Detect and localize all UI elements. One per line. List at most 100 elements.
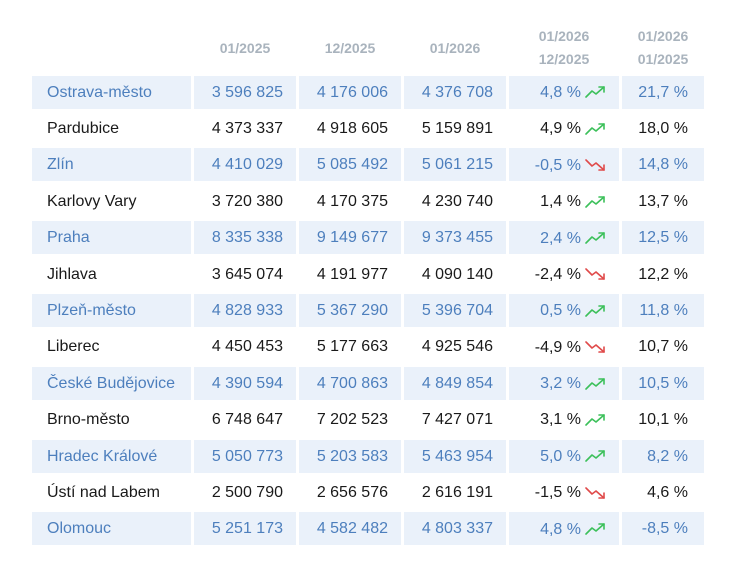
cell-12-2025: 9 149 677 <box>299 221 401 255</box>
table-row: Hradec Králové 5 050 773 5 203 583 5 463 95… <box>32 438 706 474</box>
cell-city[interactable]: Ostrava-město <box>32 75 191 109</box>
cell-01-2025: 4 373 337 <box>194 112 296 146</box>
trend-up-icon <box>585 450 605 463</box>
cell-mom: -2,4 % <box>509 257 619 291</box>
trend-up-icon <box>585 195 605 208</box>
cell-01-2026: 7 427 071 <box>404 403 506 437</box>
cell-01-2025: 8 335 338 <box>194 221 296 255</box>
cell-12-2025: 4 176 006 <box>299 75 401 109</box>
table-row: Zlín 4 410 029 5 085 492 5 061 215 -0,5 % 14,… <box>32 147 706 183</box>
cell-12-2025: 7 202 523 <box>299 403 401 437</box>
table-body: Ostrava-město 3 596 825 4 176 006 4 376 708… <box>32 74 706 547</box>
header-mom-top: 01/2026 <box>538 28 590 44</box>
table-row: Pardubice 4 373 337 4 918 605 5 159 891 4,9 … <box>32 110 706 146</box>
cell-12-2025: 5 085 492 <box>299 148 401 182</box>
table-row: Plzeň-město 4 828 933 5 367 290 5 396 704 0,… <box>32 292 706 328</box>
cell-12-2025: 4 582 482 <box>299 512 401 546</box>
table-row: Jihlava 3 645 074 4 191 977 4 090 140 -2,4 %… <box>32 256 706 292</box>
cell-mom: -4,9 % <box>509 330 619 364</box>
cell-mom: 4,9 % <box>509 112 619 146</box>
header-col-mom: 01/2026 12/2025 <box>509 25 619 71</box>
mom-value: 4,8 % <box>540 83 581 101</box>
cell-yoy: 4,6 % <box>622 475 704 509</box>
trend-down-icon <box>585 486 605 499</box>
table-row: Olomouc 5 251 173 4 582 482 4 803 337 4,8 % -… <box>32 511 706 547</box>
trend-up-icon <box>585 123 605 135</box>
header-col-12-2025: 12/2025 <box>324 39 376 56</box>
cell-01-2025: 4 390 594 <box>194 366 296 400</box>
cell-yoy: 10,5 % <box>622 366 704 400</box>
cell-mom: -0,5 % <box>509 148 619 182</box>
cell-mom: 1,4 % <box>509 184 619 218</box>
cell-city[interactable]: Praha <box>32 221 191 255</box>
cell-mom: 4,8 % <box>509 75 619 109</box>
cell-yoy: -8,5 % <box>622 512 704 546</box>
cell-01-2026: 5 396 704 <box>404 294 506 328</box>
cell-mom: 3,1 % <box>509 403 619 437</box>
header-yoy-top: 01/2026 <box>637 28 689 44</box>
cell-01-2025: 4 450 453 <box>194 330 296 364</box>
cell-01-2025: 3 645 074 <box>194 257 296 291</box>
cell-city[interactable]: Brno-město <box>32 403 191 437</box>
cell-01-2025: 5 251 173 <box>194 512 296 546</box>
cell-city[interactable]: Karlovy Vary <box>32 184 191 218</box>
mom-value: 4,8 % <box>540 520 581 538</box>
data-table: 01/2025 12/2025 01/2026 01/2026 12/2025 … <box>32 22 706 547</box>
cell-city[interactable]: Zlín <box>32 148 191 182</box>
mom-value: -1,5 % <box>534 484 581 502</box>
mom-value: -2,4 % <box>534 265 581 283</box>
table-row: Liberec 4 450 453 5 177 663 4 925 546 -4,9 %… <box>32 329 706 365</box>
cell-yoy: 10,7 % <box>622 330 704 364</box>
cell-mom: 2,4 % <box>509 221 619 255</box>
cell-city[interactable]: Hradec Králové <box>32 439 191 473</box>
cell-01-2025: 5 050 773 <box>194 439 296 473</box>
trend-down-icon <box>585 341 605 353</box>
cell-city[interactable]: České Budějovice <box>32 366 191 400</box>
cell-12-2025: 5 367 290 <box>299 294 401 328</box>
cell-01-2026: 4 803 337 <box>404 512 506 546</box>
trend-down-icon <box>585 268 605 281</box>
mom-value: 2,4 % <box>540 229 581 247</box>
cell-city[interactable]: Ústí nad Labem <box>32 475 191 509</box>
cell-01-2026: 4 230 740 <box>404 184 506 218</box>
cell-city[interactable]: Olomouc <box>32 512 191 546</box>
cell-yoy: 8,2 % <box>622 439 704 473</box>
cell-12-2025: 4 191 977 <box>299 257 401 291</box>
cell-01-2025: 3 720 380 <box>194 184 296 218</box>
header-mom-bottom: 12/2025 <box>538 51 590 67</box>
table-row: Karlovy Vary 3 720 380 4 170 375 4 230 740 1… <box>32 183 706 219</box>
trend-up-icon <box>585 414 605 426</box>
table-row: Brno-město 6 748 647 7 202 523 7 427 071 3,1… <box>32 402 706 438</box>
mom-value: 0,5 % <box>540 302 581 320</box>
cell-yoy: 12,2 % <box>622 257 704 291</box>
header-col-01-2026: 01/2026 <box>429 39 481 56</box>
table-row: České Budějovice 4 390 594 4 700 863 4 849 … <box>32 365 706 401</box>
mom-value: 1,4 % <box>540 193 581 211</box>
mom-value: -0,5 % <box>534 156 581 174</box>
cell-city[interactable]: Pardubice <box>32 112 191 146</box>
mom-value: -4,9 % <box>534 338 581 356</box>
trend-up-icon <box>585 523 605 535</box>
cell-city[interactable]: Liberec <box>32 330 191 364</box>
cell-yoy: 13,7 % <box>622 184 704 218</box>
mom-value: 4,9 % <box>540 120 581 138</box>
cell-12-2025: 5 177 663 <box>299 330 401 364</box>
cell-city[interactable]: Jihlava <box>32 257 191 291</box>
trend-up-icon <box>585 304 605 317</box>
cell-01-2025: 3 596 825 <box>194 75 296 109</box>
cell-12-2025: 5 203 583 <box>299 439 401 473</box>
cell-12-2025: 4 170 375 <box>299 184 401 218</box>
cell-01-2026: 4 849 854 <box>404 366 506 400</box>
cell-city[interactable]: Plzeň-město <box>32 294 191 328</box>
header-yoy-bottom: 01/2025 <box>637 51 689 67</box>
header-col-01-2025: 01/2025 <box>219 39 271 56</box>
cell-yoy: 14,8 % <box>622 148 704 182</box>
trend-up-icon <box>585 377 605 390</box>
trend-up-icon <box>585 86 605 99</box>
cell-01-2026: 4 090 140 <box>404 257 506 291</box>
cell-01-2026: 4 925 546 <box>404 330 506 364</box>
table-header: 01/2025 12/2025 01/2026 01/2026 12/2025 … <box>32 22 706 74</box>
cell-mom: 5,0 % <box>509 439 619 473</box>
table-row: Praha 8 335 338 9 149 677 9 373 455 2,4 % 12,… <box>32 220 706 256</box>
cell-mom: 0,5 % <box>509 294 619 328</box>
